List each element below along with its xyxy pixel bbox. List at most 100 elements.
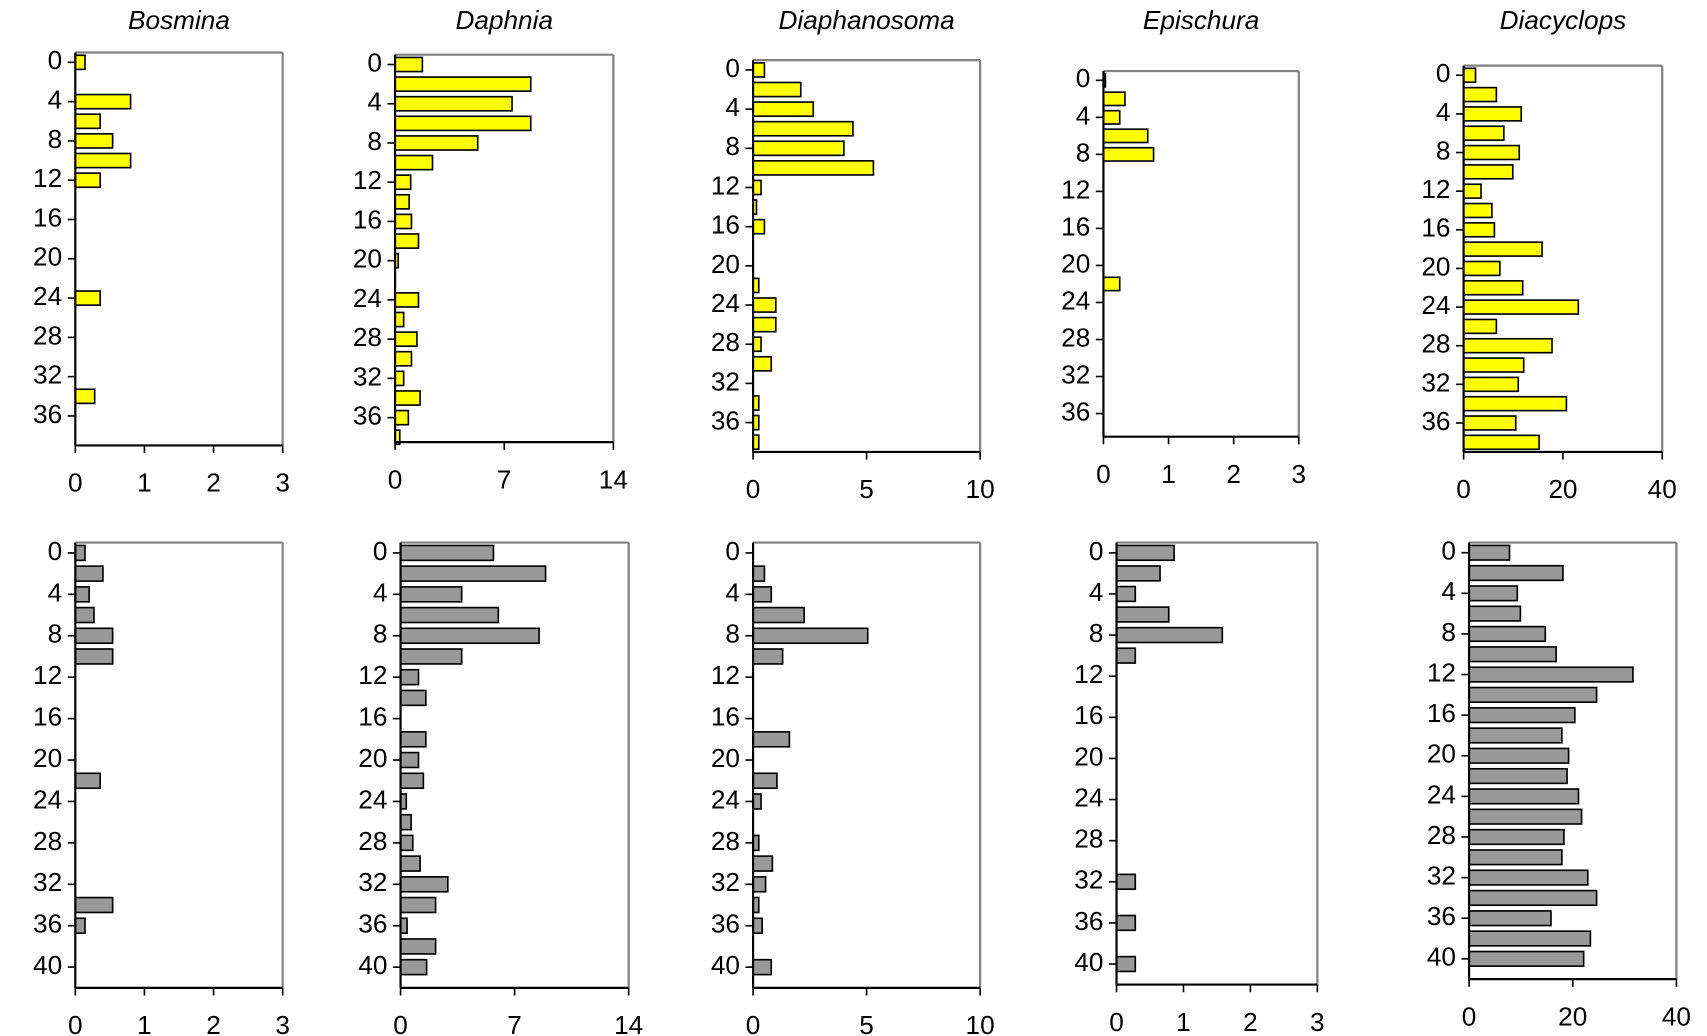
bar (74, 152, 132, 169)
y-tick-label: 4 (373, 577, 388, 607)
bar (752, 731, 791, 748)
y-tick-label: 36 (33, 399, 62, 429)
y-tick-label: 40 (1427, 942, 1456, 972)
y-tick-label: 28 (33, 826, 62, 856)
y-tick-label: 28 (358, 826, 387, 856)
y-tick-label: 28 (1061, 322, 1090, 352)
bar (1115, 873, 1137, 891)
bar (1462, 357, 1525, 373)
y-tick-label: 36 (1427, 901, 1456, 931)
y-tick-label: 0 (367, 47, 382, 77)
panel-title: Diaphanosoma (779, 5, 955, 35)
y-tick-label: 16 (33, 202, 62, 232)
bar (394, 135, 479, 151)
y-tick-label: 36 (1421, 406, 1450, 436)
bar (1462, 106, 1523, 122)
bar (752, 627, 869, 645)
panel-title: Epischura (1143, 5, 1259, 35)
x-tick-label: 0 (1462, 1001, 1477, 1031)
y-tick-label: 16 (358, 702, 387, 732)
bar (74, 606, 95, 624)
bar (1468, 808, 1583, 825)
bar (399, 544, 495, 562)
x-tick-label: 1 (1176, 1007, 1191, 1036)
x-tick-label: 5 (859, 1010, 874, 1036)
y-tick-label: 40 (711, 950, 740, 980)
bar (752, 917, 763, 935)
y-tick-label: 32 (1427, 861, 1456, 891)
y-tick-label: 8 (725, 131, 740, 161)
y-tick-label: 28 (1427, 820, 1456, 850)
x-tick-label: 14 (614, 1010, 643, 1036)
y-tick-label: 40 (1074, 947, 1103, 977)
y-tick-label: 8 (1441, 617, 1456, 647)
x-tick-label: 0 (746, 474, 761, 504)
bar (399, 855, 421, 872)
y-tick-label: 12 (1421, 174, 1450, 204)
y-tick-label: 32 (353, 361, 382, 391)
bar (752, 218, 766, 235)
y-tick-label: 16 (1074, 700, 1103, 730)
bar (1462, 67, 1477, 84)
bar (399, 896, 437, 914)
bar (1468, 625, 1547, 643)
bar (74, 648, 114, 665)
y-tick-label: 36 (353, 401, 382, 431)
bar (394, 193, 410, 210)
bar (74, 586, 90, 603)
y-tick-label: 36 (358, 909, 387, 939)
y-tick-label: 24 (1421, 290, 1450, 320)
y-tick-label: 8 (48, 124, 63, 154)
y-tick-label: 20 (353, 244, 382, 274)
y-tick-label: 4 (48, 85, 63, 115)
panel-title: Daphnia (455, 5, 553, 35)
bar (752, 355, 773, 372)
bar (752, 297, 777, 313)
bar (74, 113, 102, 130)
bar (399, 627, 540, 645)
bar (1462, 164, 1514, 180)
x-tick-label: 3 (1292, 459, 1307, 489)
y-tick-label: 16 (1421, 213, 1450, 243)
y-tick-label: 24 (711, 288, 740, 318)
bar (1115, 647, 1137, 664)
bar (74, 54, 86, 71)
bar (74, 896, 114, 914)
y-tick-label: 24 (1427, 779, 1456, 809)
y-tick-label: 12 (33, 660, 62, 690)
y-tick-label: 32 (711, 366, 740, 396)
y-tick-label: 36 (711, 909, 740, 939)
y-tick-label: 8 (373, 619, 388, 649)
x-tick-label: 7 (507, 1010, 522, 1036)
y-tick-label: 20 (711, 743, 740, 773)
bar (1468, 747, 1570, 764)
bar (1468, 767, 1568, 785)
bar (1468, 605, 1522, 622)
y-tick-label: 0 (725, 53, 740, 83)
panel-title: Bosmina (128, 5, 230, 35)
bar (752, 336, 762, 353)
y-tick-label: 36 (1061, 396, 1090, 426)
y-tick-label: 12 (358, 660, 387, 690)
x-tick-label: 2 (206, 1010, 221, 1036)
x-tick-label: 1 (137, 468, 152, 498)
y-tick-label: 8 (1076, 137, 1091, 167)
y-tick-label: 0 (1436, 58, 1451, 88)
y-tick-label: 4 (725, 577, 740, 607)
y-tick-label: 0 (1089, 536, 1104, 566)
y-tick-label: 16 (33, 702, 62, 732)
x-tick-label: 7 (497, 464, 512, 494)
bar (399, 586, 463, 603)
x-tick-label: 3 (275, 1010, 290, 1036)
y-tick-label: 36 (33, 909, 62, 939)
y-tick-label: 24 (353, 283, 382, 313)
y-tick-label: 0 (48, 45, 63, 75)
bar (399, 772, 425, 790)
bar (394, 233, 420, 249)
y-tick-label: 12 (711, 170, 740, 200)
y-tick-label: 20 (33, 743, 62, 773)
bar (394, 409, 410, 426)
bar (394, 115, 532, 132)
y-tick-label: 0 (1441, 536, 1456, 566)
bar (752, 101, 815, 117)
